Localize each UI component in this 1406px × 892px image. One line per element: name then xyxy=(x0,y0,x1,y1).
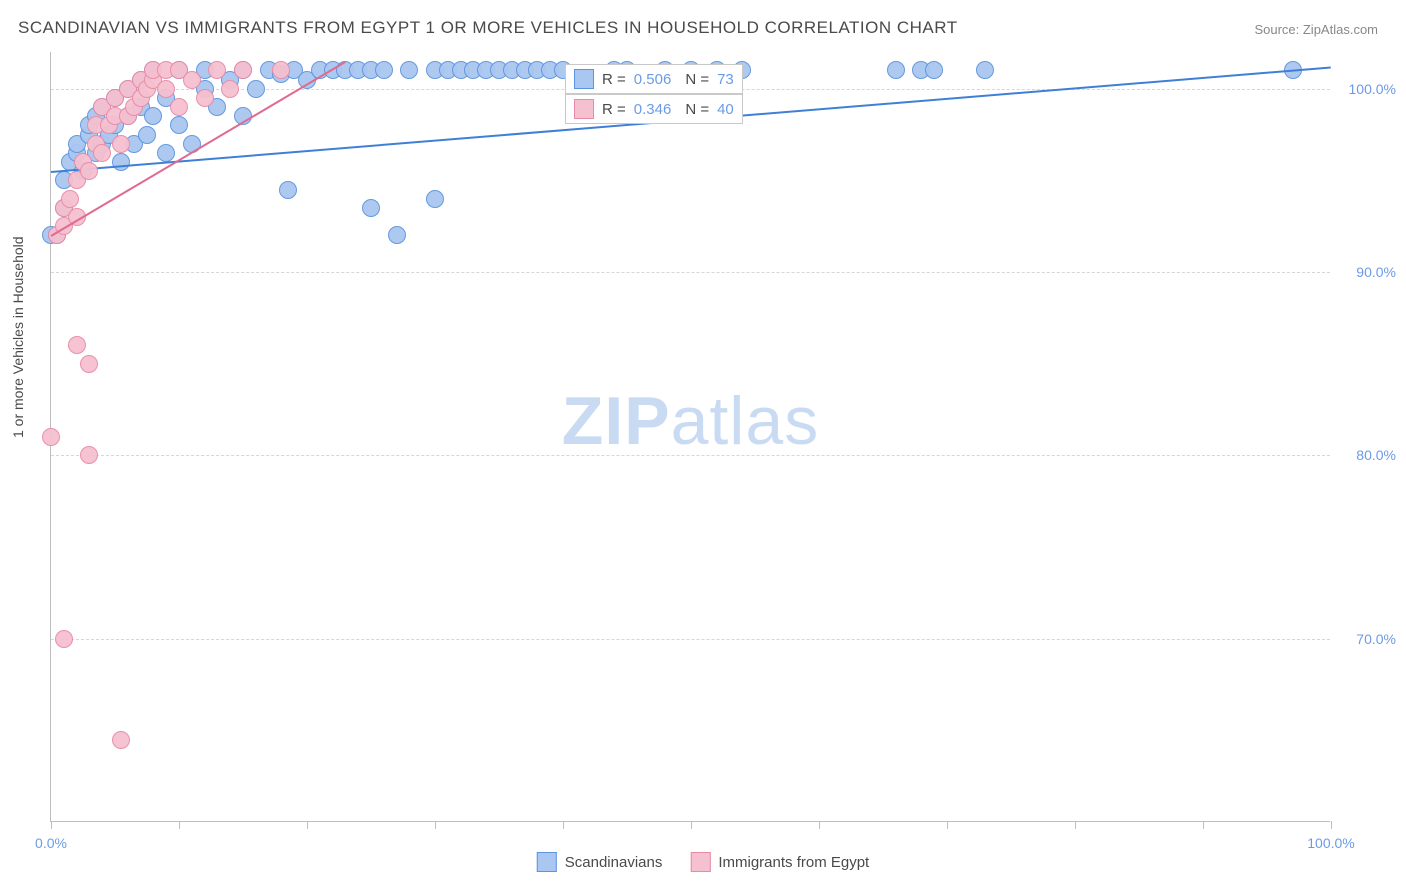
x-tick xyxy=(819,821,820,829)
stat-n-label: N = xyxy=(685,71,709,88)
stat-r-label: R = xyxy=(602,71,626,88)
scatter-point xyxy=(221,80,239,98)
gridline xyxy=(51,639,1330,640)
legend-label: Scandinavians xyxy=(565,854,663,871)
scatter-point xyxy=(42,428,60,446)
scatter-point xyxy=(170,116,188,134)
scatter-point xyxy=(183,71,201,89)
chart-title: SCANDINAVIAN VS IMMIGRANTS FROM EGYPT 1 … xyxy=(18,18,958,38)
x-tick xyxy=(179,821,180,829)
plot-area: ZIPatlas 70.0%80.0%90.0%100.0%0.0%100.0% xyxy=(50,52,1330,822)
x-tick xyxy=(435,821,436,829)
x-tick xyxy=(307,821,308,829)
source-label: Source: ZipAtlas.com xyxy=(1254,22,1378,37)
scatter-point xyxy=(80,162,98,180)
scatter-point xyxy=(61,190,79,208)
x-tick xyxy=(51,821,52,829)
scatter-point xyxy=(144,107,162,125)
scatter-point xyxy=(112,135,130,153)
x-tick-label: 0.0% xyxy=(35,835,67,851)
x-tick xyxy=(563,821,564,829)
scatter-point xyxy=(93,144,111,162)
stat-r-value: 0.506 xyxy=(634,71,672,88)
scatter-point xyxy=(234,61,252,79)
gridline xyxy=(51,272,1330,273)
scatter-point xyxy=(887,61,905,79)
watermark-bold: ZIP xyxy=(562,383,671,459)
scatter-point xyxy=(157,80,175,98)
stat-n-value: 40 xyxy=(717,101,734,118)
legend-swatch xyxy=(574,99,594,119)
scatter-point xyxy=(362,199,380,217)
gridline xyxy=(51,455,1330,456)
watermark-light: atlas xyxy=(671,383,820,459)
legend-swatch xyxy=(574,69,594,89)
y-tick-label: 90.0% xyxy=(1336,264,1396,280)
legend-item: Scandinavians xyxy=(537,852,663,872)
scatter-point xyxy=(400,61,418,79)
scatter-point xyxy=(80,446,98,464)
scatter-point xyxy=(208,61,226,79)
legend-item: Immigrants from Egypt xyxy=(690,852,869,872)
stat-box: R = 0.506 N = 73 xyxy=(565,64,743,94)
stat-n-value: 73 xyxy=(717,71,734,88)
x-tick xyxy=(691,821,692,829)
x-tick xyxy=(947,821,948,829)
scatter-point xyxy=(55,630,73,648)
watermark: ZIPatlas xyxy=(562,382,819,460)
scatter-point xyxy=(157,144,175,162)
x-tick xyxy=(1331,821,1332,829)
scatter-point xyxy=(138,126,156,144)
scatter-point xyxy=(375,61,393,79)
scatter-point xyxy=(388,226,406,244)
x-tick xyxy=(1203,821,1204,829)
x-tick-label: 100.0% xyxy=(1307,835,1354,851)
scatter-point xyxy=(426,190,444,208)
scatter-point xyxy=(279,181,297,199)
y-tick-label: 70.0% xyxy=(1336,631,1396,647)
scatter-point xyxy=(196,89,214,107)
x-tick xyxy=(1075,821,1076,829)
scatter-point xyxy=(112,731,130,749)
bottom-legend: Scandinavians Immigrants from Egypt xyxy=(537,852,869,872)
stat-n-label: N = xyxy=(685,101,709,118)
scatter-point xyxy=(112,153,130,171)
scatter-point xyxy=(976,61,994,79)
legend-label: Immigrants from Egypt xyxy=(718,854,869,871)
stat-r-value: 0.346 xyxy=(634,101,672,118)
scatter-point xyxy=(68,336,86,354)
y-tick-label: 100.0% xyxy=(1336,81,1396,97)
scatter-point xyxy=(170,98,188,116)
scatter-point xyxy=(80,355,98,373)
scatter-point xyxy=(925,61,943,79)
legend-swatch xyxy=(537,852,557,872)
y-axis-label: 1 or more Vehicles in Household xyxy=(10,236,26,438)
stat-box: R = 0.346 N = 40 xyxy=(565,94,743,124)
scatter-point xyxy=(272,61,290,79)
stat-r-label: R = xyxy=(602,101,626,118)
legend-swatch xyxy=(690,852,710,872)
y-tick-label: 80.0% xyxy=(1336,447,1396,463)
scatter-point xyxy=(247,80,265,98)
